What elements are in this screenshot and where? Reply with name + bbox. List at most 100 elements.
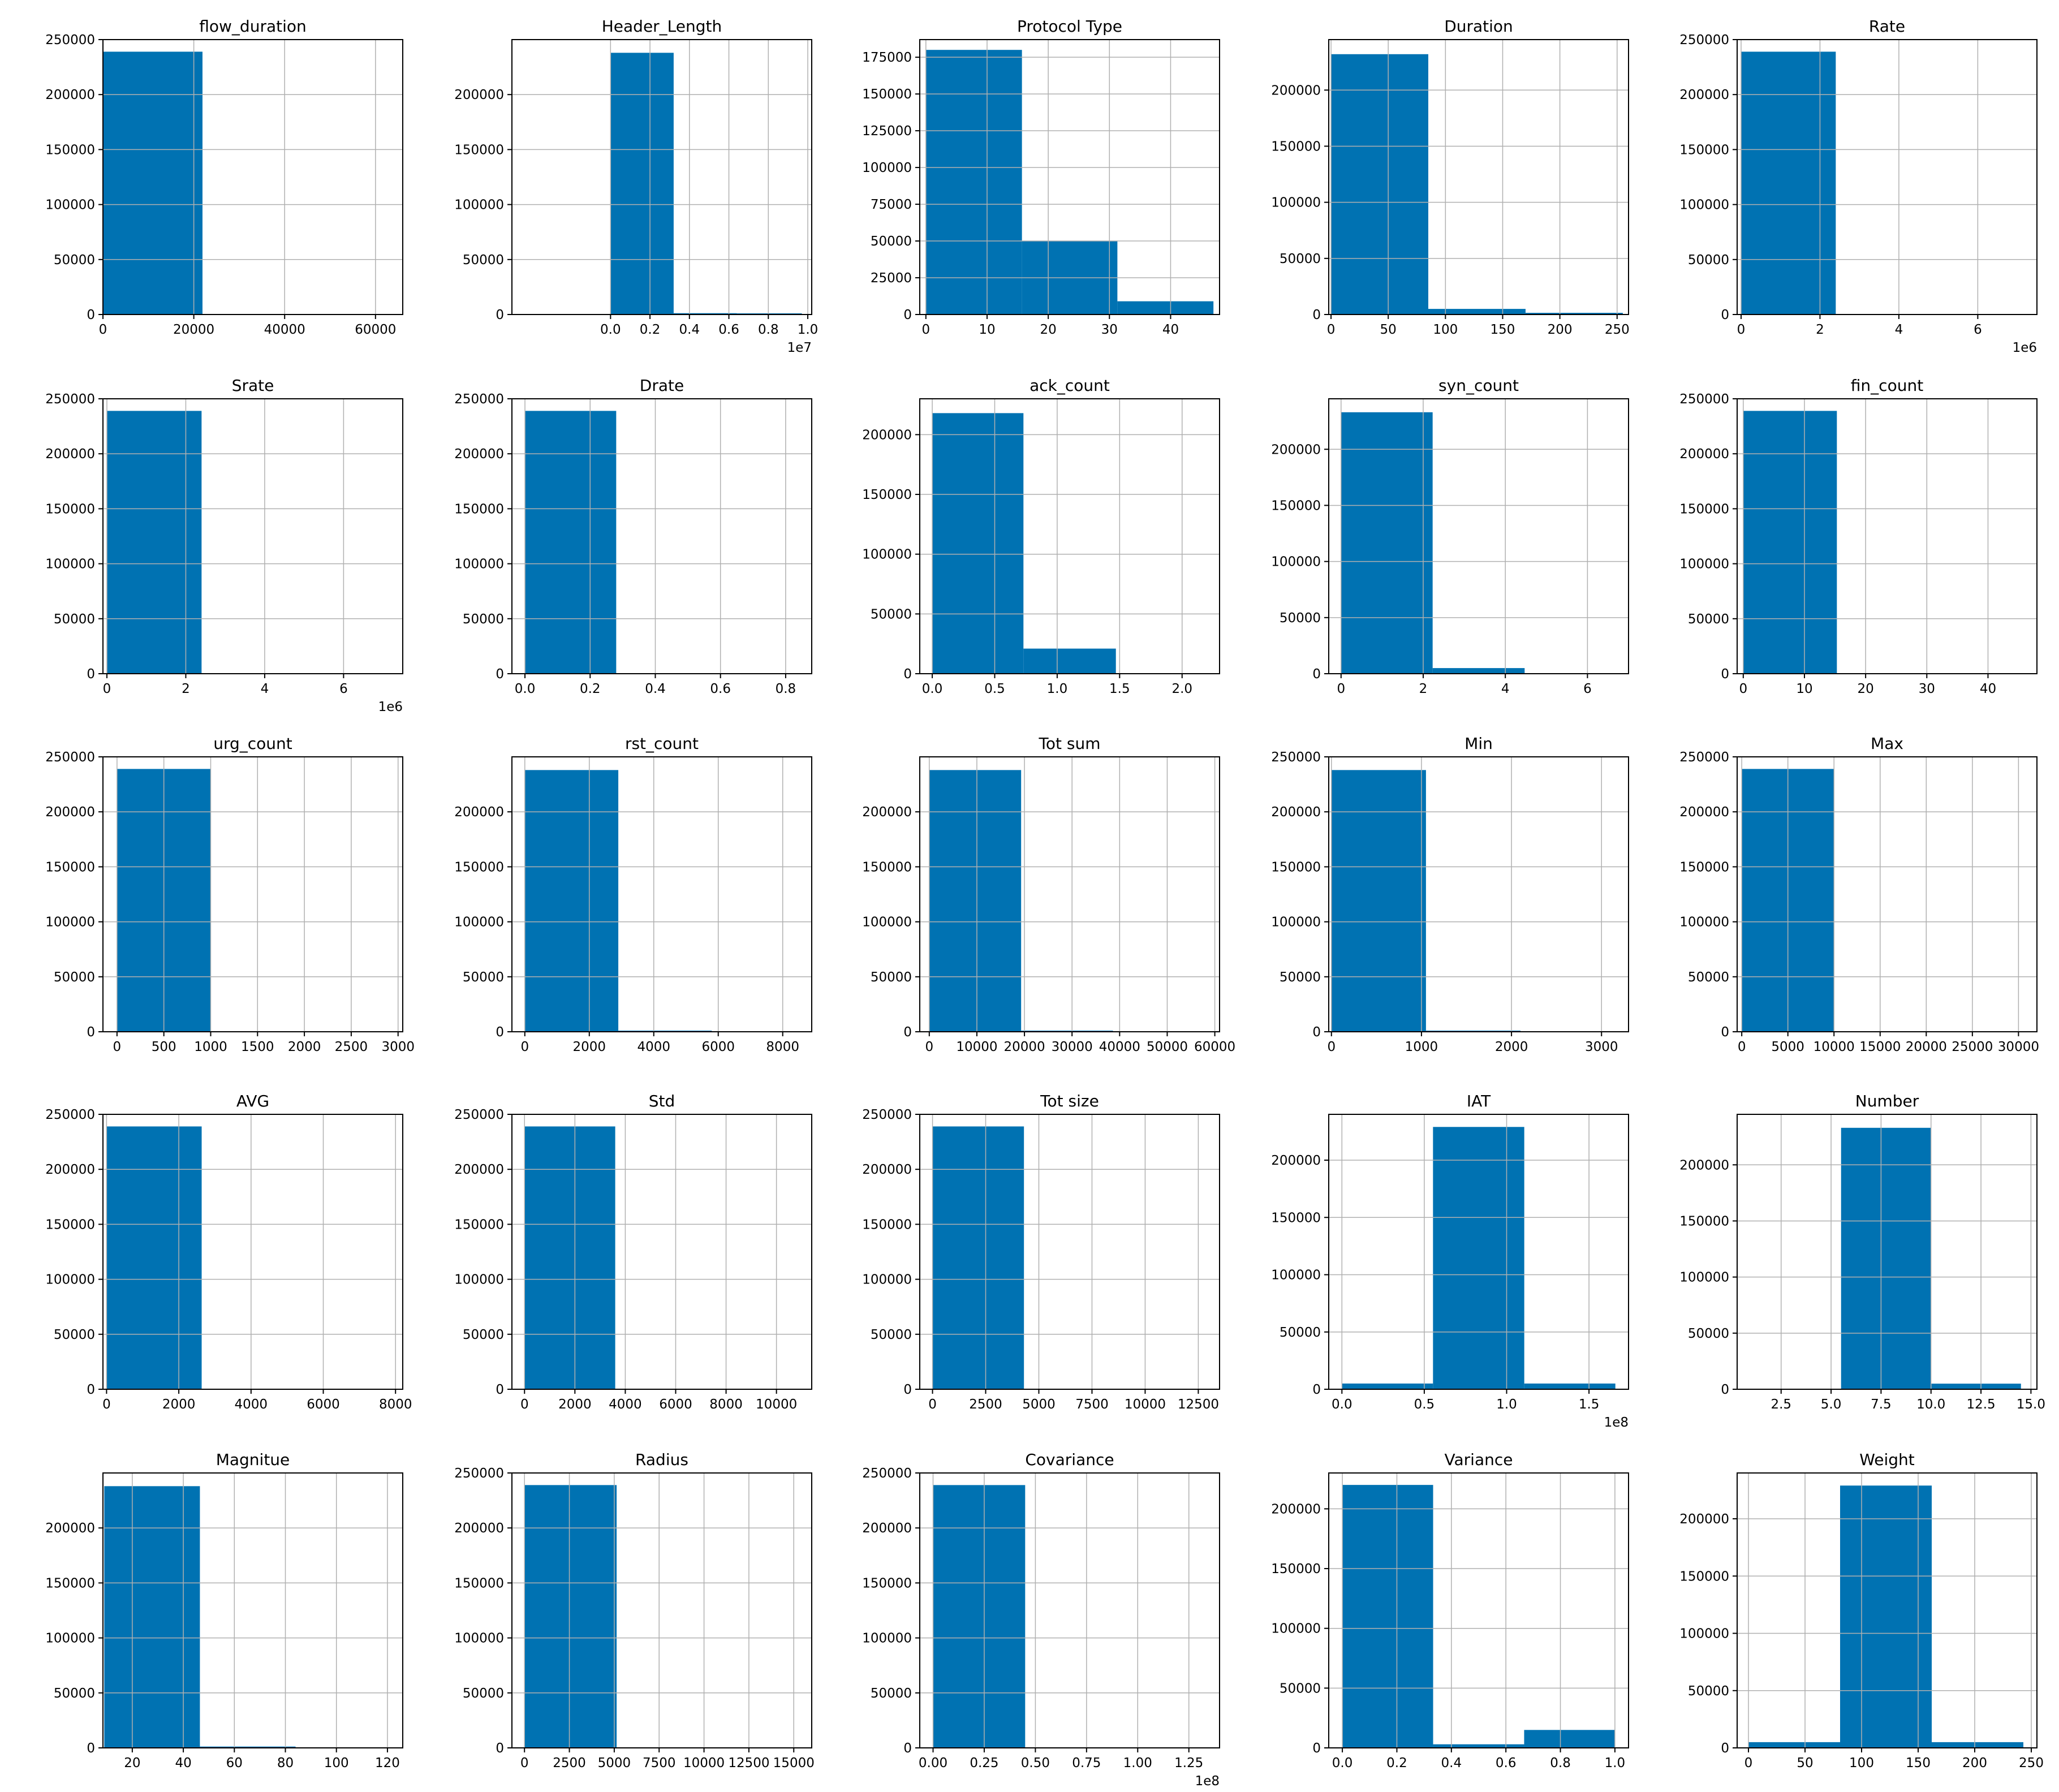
x-tick-label: 0.5 — [1414, 1397, 1435, 1412]
x-tick-label: 0.2 — [1386, 1756, 1407, 1771]
histogram-bar — [929, 770, 1022, 1032]
histogram-flow-duration: 0 20000 40000 60000 0 50000 100000 150000 200000… — [45, 17, 403, 337]
axes-frame — [919, 398, 1220, 674]
x-tick-label: 0.6 — [718, 322, 739, 337]
y-tick-label: 200000 — [45, 805, 95, 820]
x-tick-label: 0 — [1337, 682, 1345, 696]
y-tick-label: 50000 — [1688, 1326, 1729, 1341]
x-tick-label: 5.0 — [1821, 1397, 1842, 1412]
histogram-bar — [524, 1485, 617, 1748]
y-tick-label: 50000 — [54, 970, 95, 985]
x-tick-label: 10.0 — [1916, 1397, 1945, 1412]
y-tick-label: 100000 — [1271, 915, 1321, 930]
y-tick-label: 250000 — [454, 392, 504, 407]
chart-title: fin_count — [1851, 376, 1923, 395]
y-tick-label: 250000 — [1679, 33, 1729, 48]
y-tick-label: 150000 — [45, 1217, 95, 1232]
x-tick-label: 1000 — [194, 1040, 227, 1054]
x-tick-label: 40 — [1980, 682, 1996, 696]
y-tick-label: 50000 — [1280, 252, 1321, 266]
chart-title: syn_count — [1438, 376, 1519, 395]
histogram-bar — [1525, 313, 1623, 315]
x-tick-label: 50 — [1380, 322, 1397, 337]
histogram-rst-count: 0 2000 4000 6000 8000 0 50000 100000 150000 20000… — [454, 734, 812, 1054]
x-tick-label: 200 — [1962, 1756, 1987, 1771]
histogram-bar — [933, 1485, 1026, 1748]
histogram-urg-count: 0 500 1000 1500 2000 2500 3000 0 50000 100000 1500… — [45, 734, 415, 1054]
axes-frame — [1737, 1472, 2038, 1748]
y-tick-label: 0 — [1312, 1025, 1321, 1040]
chart-title: Drate — [640, 376, 684, 395]
y-tick-label: 150000 — [1271, 498, 1321, 513]
y-tick-label: 0 — [1312, 308, 1321, 322]
chart-title: Rate — [1869, 17, 1905, 36]
x-tick-label: 3000 — [381, 1040, 415, 1054]
y-tick-label: 200000 — [45, 1162, 95, 1177]
y-tick-label: 150000 — [1679, 143, 1729, 157]
histogram-bar — [1524, 1730, 1615, 1748]
x-tick-label: 0.6 — [710, 682, 731, 696]
x-tick-label: 60000 — [1194, 1040, 1235, 1054]
chart-title: Covariance — [1025, 1450, 1114, 1469]
axes-frame — [1737, 1114, 2038, 1390]
x-tick-label: 1.0 — [1496, 1397, 1517, 1412]
histogram-tot-sum: 0 10000 20000 30000 40000 50000 60000 0 50000 100… — [862, 734, 1235, 1054]
x-tick-label: 30 — [1919, 682, 1935, 696]
histogram-bar — [104, 1486, 200, 1748]
y-tick-label: 100000 — [454, 198, 504, 213]
chart-title: IAT — [1467, 1092, 1491, 1110]
y-tick-label: 100000 — [1679, 198, 1729, 213]
y-tick-label: 200000 — [45, 1521, 95, 1536]
y-tick-label: 0 — [496, 308, 504, 322]
y-tick-label: 0 — [903, 1025, 912, 1040]
y-tick-label: 0 — [496, 1382, 504, 1397]
x-tick-label: 2 — [1419, 682, 1428, 696]
x-offset-label: 1e6 — [2013, 341, 2037, 355]
y-tick-label: 50000 — [871, 1328, 912, 1342]
chart-title: Tot sum — [1039, 734, 1101, 753]
y-tick-label: 150000 — [454, 143, 504, 157]
y-tick-label: 100000 — [45, 557, 95, 572]
y-tick-label: 150000 — [45, 1576, 95, 1591]
y-tick-label: 200000 — [862, 1521, 912, 1536]
y-tick-label: 0 — [87, 667, 95, 682]
y-tick-label: 0 — [1721, 1382, 1729, 1397]
y-tick-label: 0 — [87, 308, 95, 322]
histogram-protocol-type: 0 10 20 30 40 0 25000 50000 75000 100000 125000 150… — [862, 17, 1220, 337]
x-offset-label: 1e8 — [1195, 1774, 1220, 1789]
histogram-header-length: 0.0 0.2 0.4 0.6 0.8 1.0 0 50000 100000 150000 2000… — [454, 17, 818, 355]
y-tick-label: 50000 — [1688, 253, 1729, 268]
axes-frame — [919, 1114, 1220, 1390]
y-tick-label: 50000 — [1688, 612, 1729, 627]
y-tick-label: 150000 — [1679, 1214, 1729, 1229]
y-tick-label: 150000 — [1679, 860, 1729, 875]
y-tick-label: 175000 — [862, 50, 912, 65]
histogram-duration: 0 50 100 150 200 250 0 50000 100000 150000 200000 D… — [1271, 17, 1630, 337]
y-tick-label: 250000 — [45, 750, 95, 765]
histogram-std: 0 2000 4000 6000 8000 10000050000100000150000… — [454, 1092, 812, 1412]
chart-title: AVG — [236, 1092, 269, 1110]
y-tick-label: 150000 — [862, 1217, 912, 1232]
histogram-radius: 0 2500 5000 7500 10000 12500 15000050000100000… — [454, 1450, 815, 1771]
y-tick-label: 50000 — [871, 234, 912, 249]
y-tick-label: 0 — [1721, 1741, 1729, 1756]
histogram-bar — [1117, 301, 1214, 315]
histogram-bar — [200, 1746, 296, 1748]
histogram-drate: 0.0 0.2 0.4 0.6 0.8 0 50000 100000 150000 200000 2… — [454, 376, 812, 696]
y-tick-label: 200000 — [862, 1162, 912, 1177]
histogram-bar — [103, 51, 203, 315]
x-tick-label: 2 — [182, 682, 190, 696]
x-tick-label: 0.8 — [758, 322, 779, 337]
y-tick-label: 250000 — [45, 1108, 95, 1122]
x-tick-label: 0 — [102, 1397, 111, 1412]
x-tick-label: 150 — [1491, 322, 1515, 337]
x-tick-label: 0 — [1327, 322, 1336, 337]
y-tick-label: 200000 — [45, 447, 95, 462]
x-tick-label: 2000 — [1495, 1040, 1528, 1054]
y-tick-label: 200000 — [1679, 88, 1729, 102]
chart-title: Weight — [1859, 1450, 1915, 1469]
chart-title: flow_duration — [199, 17, 307, 36]
histogram-bar — [1741, 51, 1836, 315]
y-tick-label: 250000 — [862, 1466, 912, 1481]
